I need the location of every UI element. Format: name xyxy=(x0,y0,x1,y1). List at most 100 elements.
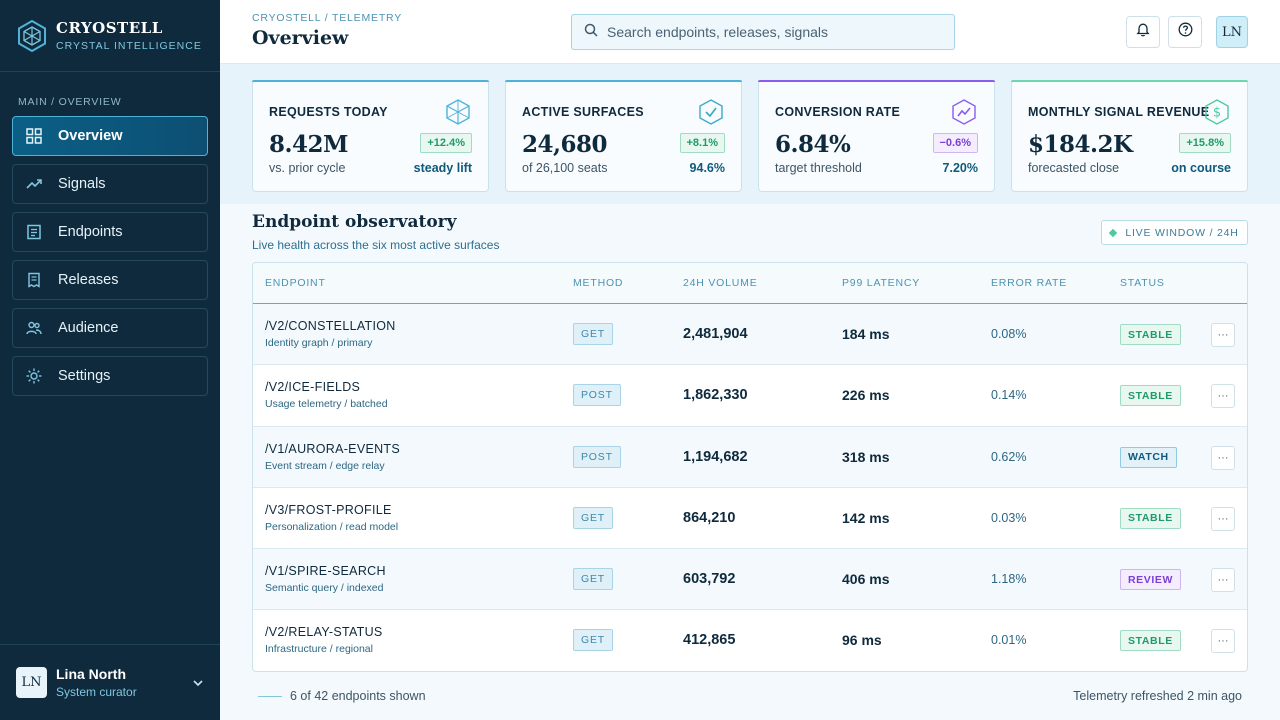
sidebar-item-label: Settings xyxy=(58,368,111,384)
endpoint-name[interactable]: /V2/ICE-FIELDS xyxy=(265,380,361,395)
kpi-card-surfaces[interactable]: ACTIVE SURFACES 24,680 +8.1% of 26,100 s… xyxy=(505,80,742,192)
endpoint-name[interactable]: /V2/CONSTELLATION xyxy=(265,319,396,333)
user-role: System curator xyxy=(56,685,137,699)
kpi-accent-bar xyxy=(505,80,742,82)
kpi-subtext: vs. prior cycle xyxy=(269,161,346,175)
volume-value: 603,792 xyxy=(683,571,736,588)
kpi-note: 94.6% xyxy=(689,161,725,175)
avatar: LN xyxy=(16,667,47,698)
section-subtitle: Live health across the six most active s… xyxy=(252,238,500,252)
sidebar-item-signals[interactable]: Signals xyxy=(12,164,208,204)
column-header-latency[interactable]: P99 LATENCY xyxy=(842,277,921,289)
column-header-status[interactable]: STATUS xyxy=(1120,277,1165,289)
kpi-accent-bar xyxy=(758,80,995,82)
brand[interactable]: CRYOSTELL CRYSTAL INTELLIGENCE xyxy=(0,0,220,72)
search-icon xyxy=(584,23,598,42)
column-header-volume[interactable]: 24H VOLUME xyxy=(683,277,758,289)
endpoint-description: Usage telemetry / batched xyxy=(265,398,388,411)
sidebar-item-endpoints[interactable]: Endpoints xyxy=(12,212,208,252)
table-row[interactable]: /V2/ICE-FIELDS Usage telemetry / batched… xyxy=(253,365,1247,427)
grid-icon xyxy=(25,127,43,145)
sidebar-item-releases[interactable]: Releases xyxy=(12,260,208,300)
row-more-button[interactable]: ··· xyxy=(1211,323,1235,347)
endpoint-name[interactable]: /V1/AURORA-EVENTS xyxy=(265,441,400,456)
search-input[interactable] xyxy=(607,24,942,40)
sidebar-item-label: Overview xyxy=(58,128,123,144)
trend-icon xyxy=(25,175,43,193)
endpoint-description: Identity graph / primary xyxy=(265,337,373,349)
sidebar-item-settings[interactable]: Settings xyxy=(12,356,208,396)
user-name: Lina North xyxy=(56,666,126,682)
live-window-chip[interactable]: LIVE WINDOW / 24H xyxy=(1101,220,1248,245)
sidebar-item-label: Releases xyxy=(58,272,119,288)
brand-tagline: CRYSTAL INTELLIGENCE xyxy=(56,40,202,52)
volume-value: 412,865 xyxy=(683,632,736,649)
table-row[interactable]: /V1/AURORA-EVENTS Event stream / edge re… xyxy=(253,426,1247,488)
kpi-accent-bar xyxy=(1011,80,1248,82)
search-box[interactable] xyxy=(571,14,955,50)
table-header: ENDPOINT METHOD 24H VOLUME P99 LATENCY E… xyxy=(253,263,1247,304)
volume-value: 1,194,682 xyxy=(683,448,748,465)
table-row[interactable]: /V1/SPIRE-SEARCH Semantic query / indexe… xyxy=(253,549,1247,611)
endpoint-name[interactable]: /V2/RELAY-STATUS xyxy=(265,625,383,640)
kpi-strip: REQUESTS TODAY 8.42M +12.4% vs. prior cy… xyxy=(220,64,1280,204)
live-window-label: LIVE WINDOW / 24H xyxy=(1125,226,1239,239)
sidebar-item-label: Signals xyxy=(58,176,106,192)
bell-icon xyxy=(1136,22,1150,42)
help-button[interactable] xyxy=(1168,16,1202,48)
row-more-button[interactable]: ··· xyxy=(1211,506,1235,531)
section-title: Endpoint observatory xyxy=(252,212,457,232)
kpi-card-requests[interactable]: REQUESTS TODAY 8.42M +12.4% vs. prior cy… xyxy=(252,80,489,192)
endpoint-name[interactable]: /V3/FROST-PROFILE xyxy=(265,502,392,517)
footer-divider xyxy=(258,696,282,697)
kpi-label: CONVERSION RATE xyxy=(775,105,901,119)
column-header-method[interactable]: METHOD xyxy=(573,277,624,289)
chevron-down-icon[interactable] xyxy=(192,674,204,692)
error-rate-value: 0.01% xyxy=(991,633,1027,648)
row-more-button[interactable]: ··· xyxy=(1211,568,1235,593)
sidebar-item-overview[interactable]: Overview xyxy=(12,116,208,156)
shield-check-icon xyxy=(699,99,723,125)
row-more-button[interactable]: ··· xyxy=(1211,629,1235,654)
endpoint-name[interactable]: /V1/SPIRE-SEARCH xyxy=(265,564,386,579)
sidebar-item-label: Endpoints xyxy=(58,224,123,240)
column-header-error-rate[interactable]: ERROR RATE xyxy=(991,277,1068,289)
cube-icon xyxy=(446,99,470,125)
svg-text:$: $ xyxy=(1213,106,1221,121)
user-menu[interactable]: LN Lina North System curator xyxy=(0,644,220,720)
volume-value: 1,862,330 xyxy=(683,387,748,404)
table-row[interactable]: /V2/CONSTELLATION Identity graph / prima… xyxy=(253,304,1247,366)
kpi-label: ACTIVE SURFACES xyxy=(522,105,644,119)
kpi-note: steady lift xyxy=(413,161,472,175)
endpoint-description: Infrastructure / regional xyxy=(265,643,373,656)
latency-value: 226 ms xyxy=(842,387,890,404)
kpi-value: 24,680 xyxy=(522,131,608,158)
kpi-subtext: of 26,100 seats xyxy=(522,161,608,175)
notifications-button[interactable] xyxy=(1126,16,1160,48)
row-more-button[interactable]: ··· xyxy=(1211,445,1235,470)
endpoint-description: Event stream / edge relay xyxy=(265,459,385,472)
kpi-note: 7.20% xyxy=(942,161,978,175)
kpi-delta-badge: +15.8% xyxy=(1179,133,1231,153)
kpi-card-conversion[interactable]: CONVERSION RATE 6.84% −0.6% target thres… xyxy=(758,80,995,192)
table-row[interactable]: /V3/FROST-PROFILE Personalization / read… xyxy=(253,488,1247,550)
kpi-accent-bar xyxy=(252,80,489,82)
dollar-hex-icon: $ xyxy=(1205,99,1229,125)
kpi-value: 6.84% xyxy=(775,131,851,158)
profile-avatar[interactable]: LN xyxy=(1216,16,1248,48)
row-more-button[interactable]: ··· xyxy=(1211,384,1235,409)
sidebar-item-audience[interactable]: Audience xyxy=(12,308,208,348)
latency-value: 184 ms xyxy=(842,326,890,342)
kpi-card-revenue[interactable]: MONTHLY SIGNAL REVENUE $ $184.2K +15.8% … xyxy=(1011,80,1248,192)
kpi-label: MONTHLY SIGNAL REVENUE xyxy=(1028,105,1210,119)
kpi-subtext: target threshold xyxy=(775,161,862,175)
column-header-endpoint[interactable]: ENDPOINT xyxy=(265,277,326,289)
error-rate-value: 0.62% xyxy=(991,449,1027,464)
table-row[interactable]: /V2/RELAY-STATUS Infrastructure / region… xyxy=(253,610,1247,671)
error-rate-value: 0.14% xyxy=(991,388,1027,403)
breadcrumb[interactable]: CRYOSTELL / TELEMETRY xyxy=(252,12,403,24)
volume-value: 864,210 xyxy=(683,509,736,526)
error-rate-value: 1.18% xyxy=(991,572,1027,587)
latency-value: 406 ms xyxy=(842,571,890,588)
status-badge: STABLE xyxy=(1120,630,1181,652)
